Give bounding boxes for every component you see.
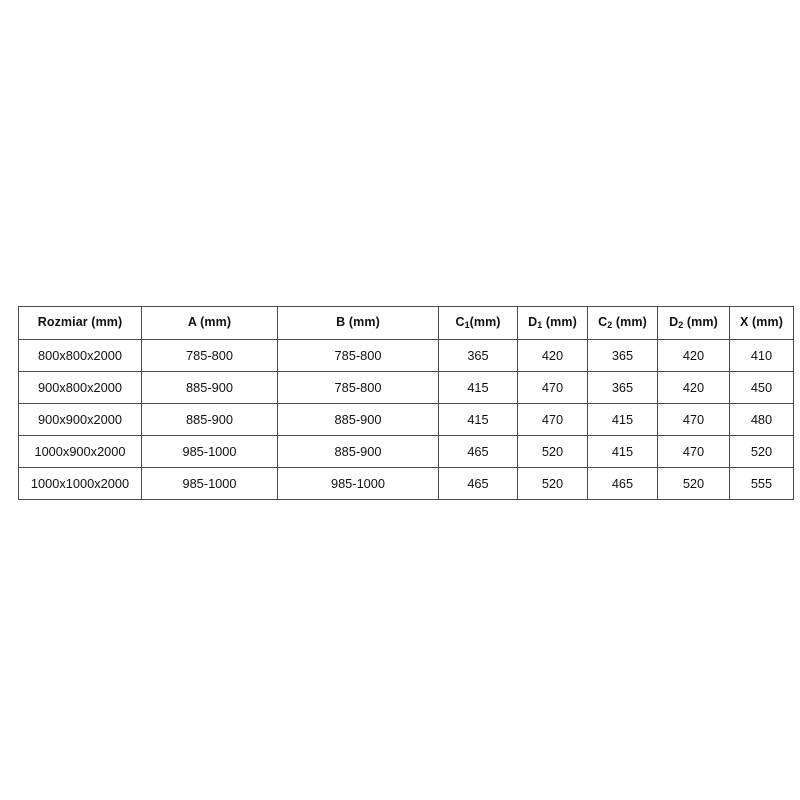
table-row: 1000x1000x2000 985-1000 985-1000 465 520… — [18, 467, 794, 500]
table-header-row: Rozmiar (mm) A (mm) B (mm) C1(mm) D1 (mm… — [18, 306, 794, 340]
column-header-size-base: Rozmiar (mm) — [37, 315, 123, 329]
column-header-d2-base: D — [669, 315, 679, 329]
cell-d2: 420 — [657, 339, 730, 372]
cell-size: 900x800x2000 — [18, 371, 142, 404]
cell-d2: 520 — [657, 467, 730, 500]
table-row: 1000x900x2000 985-1000 885-900 465 520 4… — [18, 435, 794, 468]
column-header-b: B (mm) — [277, 306, 439, 340]
cell-x: 520 — [729, 435, 794, 468]
cell-size: 800x800x2000 — [18, 339, 142, 372]
cell-c1: 415 — [438, 371, 518, 404]
cell-d1: 520 — [517, 435, 588, 468]
cell-c2: 365 — [587, 371, 658, 404]
cell-c2: 465 — [587, 467, 658, 500]
cell-b: 785-800 — [277, 339, 439, 372]
column-header-size: Rozmiar (mm) — [18, 306, 142, 340]
column-header-c2-base: C — [598, 315, 608, 329]
column-header-x-base: X (mm) — [740, 315, 783, 329]
cell-size: 1000x900x2000 — [18, 435, 142, 468]
column-header-c1-base: C — [455, 315, 465, 329]
column-header-d1-base: D — [528, 315, 538, 329]
cell-a: 885-900 — [141, 371, 278, 404]
cell-d1: 420 — [517, 339, 588, 372]
spec-table-container: Rozmiar (mm) A (mm) B (mm) C1(mm) D1 (mm… — [18, 306, 794, 500]
column-header-d1-sub: 1 — [537, 319, 543, 330]
table-body: 800x800x2000 785-800 785-800 365 420 365… — [18, 339, 794, 500]
column-header-d2-sub: 2 — [678, 319, 684, 330]
cell-a: 985-1000 — [141, 435, 278, 468]
column-header-c1-tail: (mm) — [469, 315, 501, 329]
column-header-c2-tail: (mm) — [612, 315, 647, 329]
cell-a: 785-800 — [141, 339, 278, 372]
table-header: Rozmiar (mm) A (mm) B (mm) C1(mm) D1 (mm… — [18, 306, 794, 340]
cell-x: 410 — [729, 339, 794, 372]
column-header-d1: D1 (mm) — [517, 306, 588, 340]
cell-d1: 470 — [517, 371, 588, 404]
cell-c2: 415 — [587, 403, 658, 436]
cell-size: 900x900x2000 — [18, 403, 142, 436]
column-header-a-base: A (mm) — [187, 315, 232, 329]
cell-d2: 420 — [657, 371, 730, 404]
dimensions-table: Rozmiar (mm) A (mm) B (mm) C1(mm) D1 (mm… — [18, 306, 794, 500]
table-row: 900x900x2000 885-900 885-900 415 470 415… — [18, 403, 794, 436]
cell-b: 785-800 — [277, 371, 439, 404]
table-row: 800x800x2000 785-800 785-800 365 420 365… — [18, 339, 794, 372]
cell-c1: 465 — [438, 467, 518, 500]
column-header-a: A (mm) — [141, 306, 278, 340]
cell-x: 480 — [729, 403, 794, 436]
cell-c1: 365 — [438, 339, 518, 372]
cell-size: 1000x1000x2000 — [18, 467, 142, 500]
cell-b: 885-900 — [277, 435, 439, 468]
cell-x: 450 — [729, 371, 794, 404]
column-header-d2-tail: (mm) — [683, 315, 718, 329]
cell-c1: 415 — [438, 403, 518, 436]
cell-c2: 365 — [587, 339, 658, 372]
column-header-x: X (mm) — [729, 306, 794, 340]
cell-c1: 465 — [438, 435, 518, 468]
column-header-c2: C2 (mm) — [587, 306, 658, 340]
cell-b: 985-1000 — [277, 467, 439, 500]
column-header-b-base: B (mm) — [336, 315, 380, 329]
cell-d2: 470 — [657, 403, 730, 436]
column-header-c1: C1(mm) — [438, 306, 518, 340]
cell-x: 555 — [729, 467, 794, 500]
column-header-c2-sub: 2 — [607, 319, 613, 330]
cell-a: 985-1000 — [141, 467, 278, 500]
cell-d2: 470 — [657, 435, 730, 468]
column-header-d2: D2 (mm) — [657, 306, 730, 340]
cell-a: 885-900 — [141, 403, 278, 436]
cell-d1: 470 — [517, 403, 588, 436]
column-header-c1-sub: 1 — [464, 319, 470, 330]
cell-c2: 415 — [587, 435, 658, 468]
cell-b: 885-900 — [277, 403, 439, 436]
cell-d1: 520 — [517, 467, 588, 500]
table-row: 900x800x2000 885-900 785-800 415 470 365… — [18, 371, 794, 404]
column-header-d1-tail: (mm) — [542, 315, 577, 329]
